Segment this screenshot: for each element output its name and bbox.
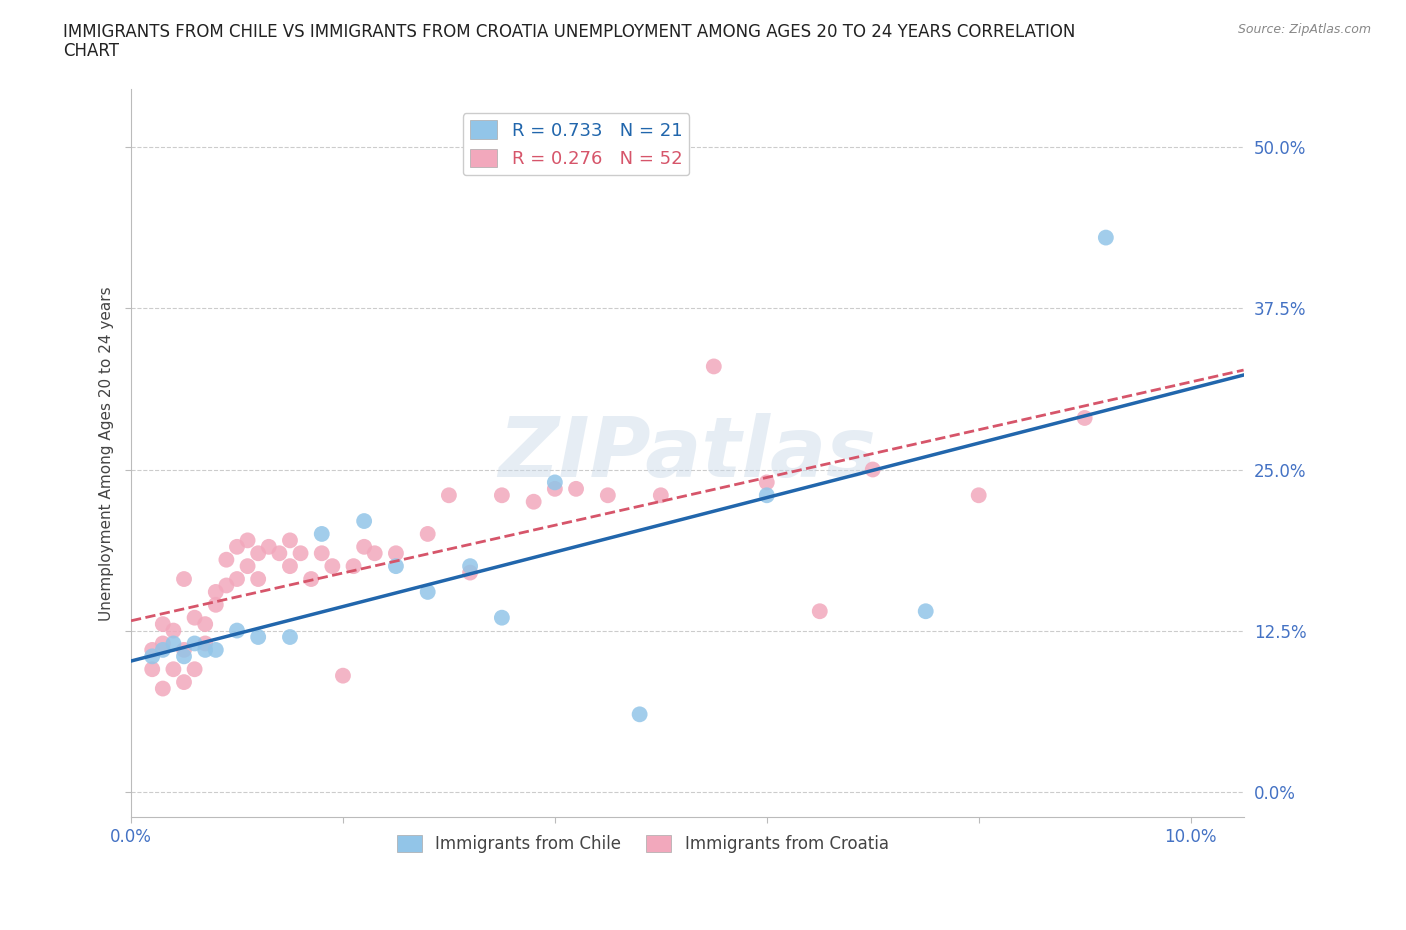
- Point: [544, 482, 567, 497]
- Text: Source: ZipAtlas.com: Source: ZipAtlas.com: [1237, 23, 1371, 36]
- Point: [236, 533, 259, 548]
- Point: [862, 462, 884, 477]
- Point: [247, 546, 270, 561]
- Point: [523, 494, 546, 509]
- Point: [596, 488, 619, 503]
- Point: [491, 610, 513, 625]
- Point: [967, 488, 990, 503]
- Point: [755, 488, 778, 503]
- Point: [278, 533, 301, 548]
- Point: [173, 572, 195, 587]
- Point: [257, 539, 280, 554]
- Point: [183, 636, 205, 651]
- Point: [914, 604, 936, 618]
- Point: [385, 559, 408, 574]
- Point: [311, 546, 333, 561]
- Text: CHART: CHART: [63, 42, 120, 60]
- Point: [458, 559, 481, 574]
- Point: [650, 488, 672, 503]
- Point: [204, 643, 226, 658]
- Point: [162, 636, 184, 651]
- Point: [491, 488, 513, 503]
- Point: [152, 643, 174, 658]
- Point: [342, 559, 364, 574]
- Point: [416, 526, 439, 541]
- Point: [353, 513, 375, 528]
- Point: [1073, 410, 1095, 425]
- Point: [290, 546, 312, 561]
- Point: [162, 623, 184, 638]
- Point: [183, 662, 205, 677]
- Point: [278, 559, 301, 574]
- Text: ZIPatlas: ZIPatlas: [498, 413, 876, 494]
- Point: [173, 649, 195, 664]
- Legend: Immigrants from Chile, Immigrants from Croatia: Immigrants from Chile, Immigrants from C…: [391, 829, 896, 860]
- Point: [247, 572, 270, 587]
- Point: [385, 546, 408, 561]
- Point: [183, 610, 205, 625]
- Point: [226, 572, 249, 587]
- Point: [1095, 230, 1118, 245]
- Point: [628, 707, 651, 722]
- Point: [194, 643, 217, 658]
- Point: [204, 584, 226, 599]
- Point: [332, 669, 354, 684]
- Point: [269, 546, 291, 561]
- Point: [194, 617, 217, 631]
- Point: [152, 681, 174, 696]
- Point: [321, 559, 343, 574]
- Point: [226, 539, 249, 554]
- Text: IMMIGRANTS FROM CHILE VS IMMIGRANTS FROM CROATIA UNEMPLOYMENT AMONG AGES 20 TO 2: IMMIGRANTS FROM CHILE VS IMMIGRANTS FROM…: [63, 23, 1076, 41]
- Point: [437, 488, 460, 503]
- Point: [278, 630, 301, 644]
- Point: [703, 359, 725, 374]
- Point: [173, 674, 195, 689]
- Point: [173, 643, 195, 658]
- Point: [152, 617, 174, 631]
- Point: [141, 643, 163, 658]
- Point: [247, 630, 270, 644]
- Point: [236, 559, 259, 574]
- Point: [755, 475, 778, 490]
- Point: [226, 623, 249, 638]
- Point: [364, 546, 387, 561]
- Point: [215, 552, 238, 567]
- Point: [141, 649, 163, 664]
- Point: [808, 604, 831, 618]
- Point: [141, 662, 163, 677]
- Point: [311, 526, 333, 541]
- Point: [416, 584, 439, 599]
- Point: [299, 572, 322, 587]
- Point: [152, 636, 174, 651]
- Y-axis label: Unemployment Among Ages 20 to 24 years: Unemployment Among Ages 20 to 24 years: [100, 286, 114, 620]
- Point: [353, 539, 375, 554]
- Point: [458, 565, 481, 580]
- Point: [215, 578, 238, 593]
- Point: [204, 597, 226, 612]
- Point: [544, 475, 567, 490]
- Point: [194, 636, 217, 651]
- Point: [565, 482, 588, 497]
- Point: [162, 662, 184, 677]
